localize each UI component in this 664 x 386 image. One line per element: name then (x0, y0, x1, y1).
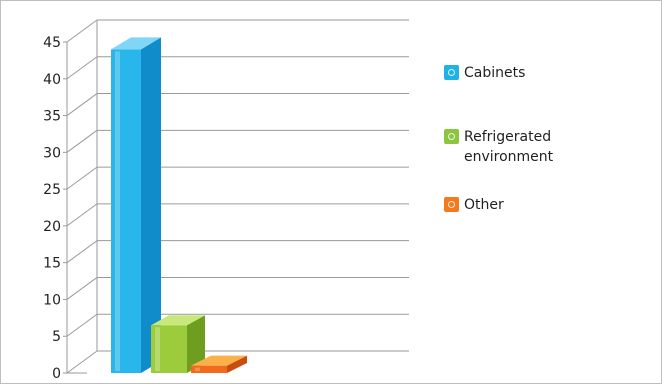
y-tick-label: 10 (43, 292, 61, 308)
bar-side-cabinets (141, 37, 161, 373)
bar-top-other (191, 355, 247, 366)
gridline-diagonal (66, 19, 98, 43)
y-tick-label: 40 (43, 72, 61, 88)
legend-label: Cabinets (464, 65, 526, 81)
y-tick-label: 15 (43, 256, 61, 272)
y-tick-label: 0 (52, 366, 61, 382)
y-tick-label: 30 (43, 145, 61, 161)
y-tick-label: 25 (43, 182, 61, 198)
bar-front-refrigerated-environment (151, 325, 187, 373)
bar-side-other (227, 355, 247, 373)
y-tick-label: 20 (43, 219, 61, 235)
gridline-diagonal (66, 129, 98, 153)
y-tick-label: 45 (43, 35, 61, 51)
gridline-diagonal (66, 313, 98, 337)
legend-item-refrigerated-environment: Refrigerated environment (444, 127, 614, 167)
bar-highlight-cabinets (115, 51, 120, 371)
bar-front-other (191, 365, 227, 373)
legend-swatch-refrigerated-environment (444, 129, 459, 144)
legend-swatch-cabinets (444, 65, 459, 80)
gridline-diagonal (66, 93, 98, 116)
gridline-diagonal (66, 166, 98, 190)
gridline-diagonal (66, 350, 98, 374)
y-tick-label: 5 (52, 329, 61, 345)
gridline-diagonal (66, 277, 98, 300)
legend-swatch-other (444, 197, 459, 212)
legend-label: Other (464, 197, 504, 213)
gridline-diagonal (66, 56, 98, 80)
bar-top-refrigerated-environment (151, 315, 205, 326)
y-tick-label: 35 (43, 109, 61, 125)
bar-top-cabinets (111, 37, 161, 50)
bar-side-refrigerated-environment (187, 315, 205, 373)
bar-highlight-other (195, 367, 200, 371)
gridline-diagonal (66, 203, 98, 227)
bar-front-cabinets (111, 49, 141, 373)
legend-label: Refrigerated environment (464, 129, 554, 165)
legend-item-other: Other (444, 195, 614, 215)
legend-item-cabinets: Cabinets (444, 63, 614, 83)
bar-highlight-refrigerated-environment (155, 327, 160, 371)
gridline-diagonal (66, 240, 98, 264)
